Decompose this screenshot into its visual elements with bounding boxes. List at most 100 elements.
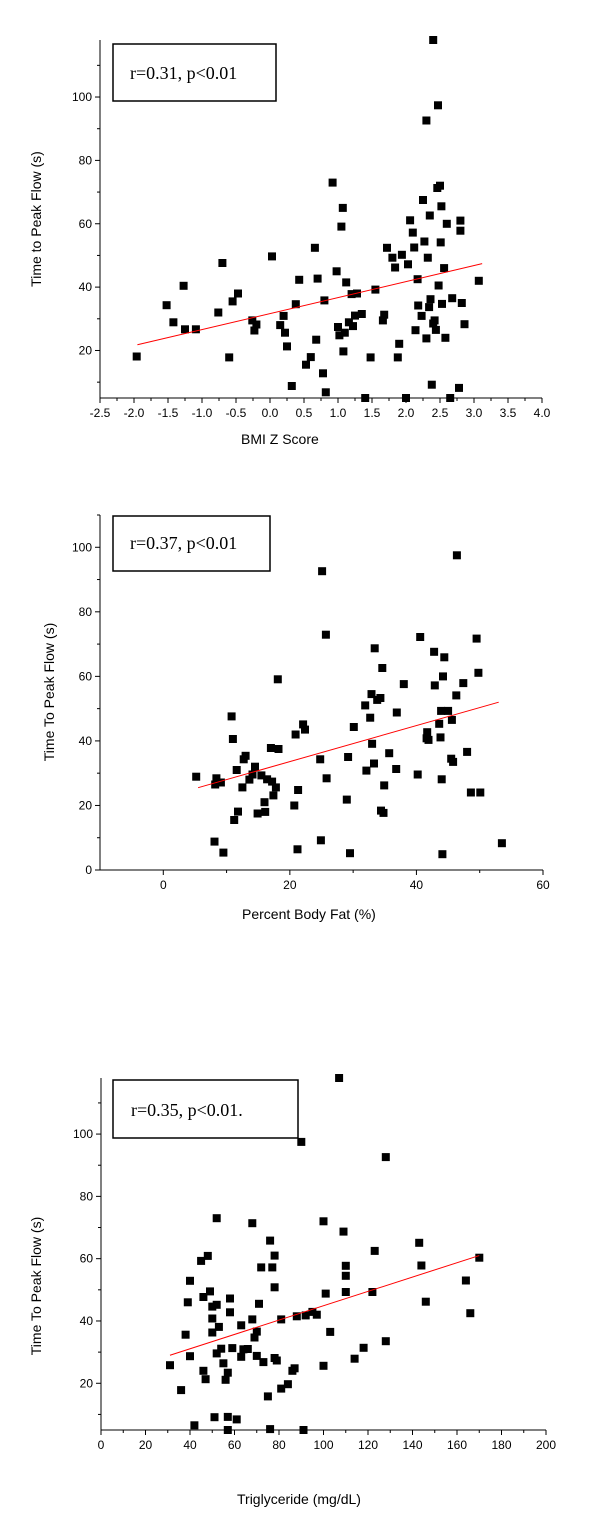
data-point bbox=[228, 735, 237, 743]
data-point bbox=[381, 1153, 390, 1162]
data-point bbox=[199, 1366, 208, 1375]
data-point bbox=[321, 1289, 330, 1298]
data-point bbox=[430, 681, 439, 690]
data-point bbox=[237, 1352, 246, 1361]
data-point bbox=[350, 1354, 359, 1363]
data-point bbox=[399, 680, 408, 689]
data-point bbox=[385, 749, 394, 758]
data-point bbox=[263, 775, 272, 784]
x-tick-labels: 0 20 40 60 80 100 120 140 160 180 200 bbox=[98, 1430, 556, 1452]
data-point bbox=[319, 1361, 328, 1370]
data-point bbox=[266, 744, 275, 752]
y-tick-labels: 0 20 40 60 80 100 bbox=[72, 514, 100, 877]
data-point bbox=[367, 690, 376, 699]
data-point bbox=[206, 1287, 214, 1296]
data-point bbox=[214, 1322, 223, 1331]
data-point bbox=[306, 353, 315, 362]
data-point bbox=[245, 775, 254, 784]
data-point bbox=[474, 668, 483, 677]
data-point bbox=[378, 316, 387, 325]
data-point bbox=[281, 328, 289, 337]
data-point bbox=[276, 321, 285, 330]
data-point bbox=[339, 1227, 348, 1236]
x-tick-label: 180 bbox=[491, 1438, 511, 1452]
data-point bbox=[228, 1344, 237, 1353]
data-point bbox=[234, 807, 242, 816]
data-point bbox=[203, 1251, 212, 1260]
data-point bbox=[261, 807, 270, 816]
data-point bbox=[268, 777, 277, 786]
data-point bbox=[319, 1217, 328, 1226]
data-point bbox=[415, 1238, 424, 1247]
data-point bbox=[341, 1288, 350, 1296]
x-tick-label: -1.5 bbox=[158, 406, 179, 420]
data-point bbox=[436, 181, 444, 190]
data-point bbox=[270, 1251, 279, 1260]
data-point bbox=[290, 1364, 299, 1373]
data-point bbox=[427, 380, 436, 389]
data-point bbox=[339, 347, 348, 356]
data-point bbox=[422, 334, 431, 343]
data-point bbox=[248, 1315, 257, 1324]
data-point bbox=[243, 1345, 252, 1353]
data-point bbox=[279, 311, 288, 320]
data-point bbox=[225, 353, 234, 362]
data-point bbox=[239, 1345, 248, 1354]
data-point bbox=[430, 647, 439, 656]
data-point bbox=[211, 780, 220, 789]
data-point bbox=[132, 352, 141, 361]
axes bbox=[99, 515, 543, 871]
data-point bbox=[341, 1261, 350, 1270]
data-point bbox=[316, 836, 325, 845]
data-point bbox=[212, 1300, 221, 1309]
data-point bbox=[466, 788, 475, 797]
data-point bbox=[417, 311, 426, 320]
data-point bbox=[380, 310, 389, 319]
data-point bbox=[440, 653, 449, 662]
data-point bbox=[248, 316, 257, 325]
data-point bbox=[208, 1328, 217, 1337]
data-point bbox=[210, 837, 219, 846]
data-point bbox=[321, 388, 330, 397]
data-point bbox=[335, 1074, 344, 1082]
data-point bbox=[283, 342, 291, 351]
data-point bbox=[370, 1246, 379, 1255]
x-tick-label: 20 bbox=[283, 878, 297, 892]
data-point bbox=[255, 1299, 263, 1308]
data-point bbox=[259, 1358, 268, 1367]
y-tick-label: 80 bbox=[80, 1189, 94, 1203]
x-tick-label: 80 bbox=[272, 1438, 286, 1452]
data-point bbox=[310, 243, 319, 252]
data-point bbox=[422, 116, 431, 125]
data-point bbox=[191, 325, 200, 334]
data-point bbox=[166, 1361, 174, 1370]
data-point bbox=[250, 326, 259, 335]
data-point bbox=[208, 1302, 217, 1311]
data-point bbox=[371, 285, 380, 294]
annotation-box bbox=[112, 43, 277, 102]
data-point bbox=[351, 311, 359, 320]
data-point bbox=[408, 228, 417, 237]
data-point bbox=[421, 1297, 430, 1306]
data-point bbox=[392, 765, 401, 773]
x-tick-label: 60 bbox=[228, 1438, 242, 1452]
data-point bbox=[179, 281, 188, 290]
y-tick-label: 100 bbox=[72, 540, 92, 554]
data-point bbox=[337, 222, 346, 231]
x-tick-label: 0 bbox=[98, 1438, 105, 1452]
data-point bbox=[472, 634, 481, 643]
data-point bbox=[342, 278, 351, 287]
data-point bbox=[417, 1261, 426, 1270]
data-point bbox=[290, 801, 299, 810]
y-tick-label: 60 bbox=[79, 669, 93, 683]
data-point bbox=[361, 701, 370, 710]
data-point bbox=[250, 1333, 259, 1342]
data-point bbox=[228, 297, 237, 306]
data-point bbox=[359, 1343, 368, 1352]
y-tick-labels: 20 40 60 80 100 bbox=[72, 64, 100, 383]
y-tick-label: 40 bbox=[80, 1314, 94, 1328]
y-axis-title: Time To Peak Flow (s) bbox=[28, 1217, 44, 1355]
data-point bbox=[219, 848, 228, 857]
data-point bbox=[437, 706, 446, 715]
x-tick-labels: -2.5 -2.0 -1.5 -1.0 -0.5 0.0 0.5 1.0 1.5 2.0 2.5 3.… bbox=[90, 398, 551, 420]
